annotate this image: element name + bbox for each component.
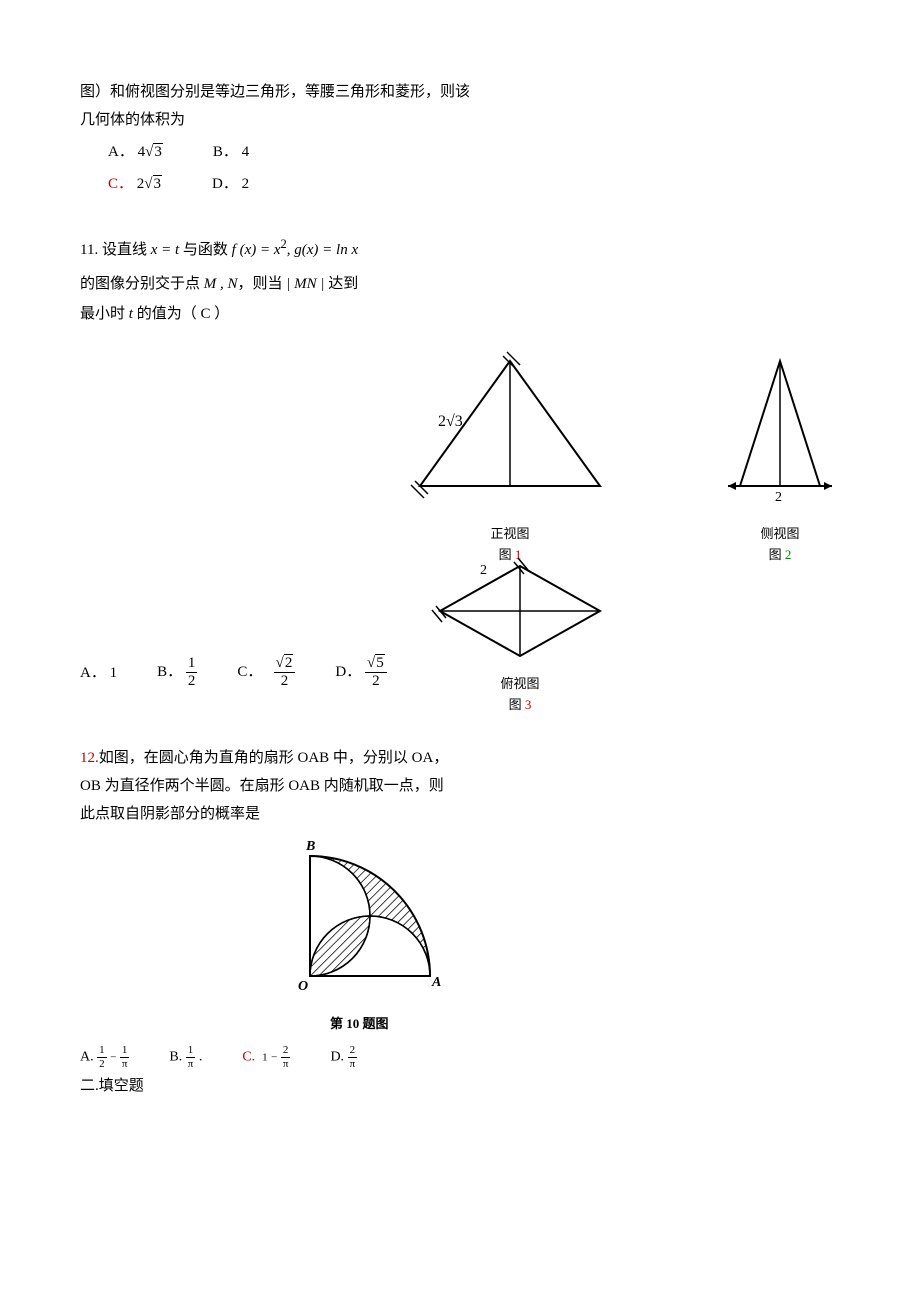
q10-line2: 几何体的体积为 [80, 108, 840, 132]
section2-title: 二.填空题 [80, 1074, 840, 1098]
q12-svg: B O A [280, 836, 460, 1006]
q12-stem2: OB 为直径作两个半圆。在扇形 OAB 内随机取一点，则 [80, 774, 840, 798]
fig2-num: 图 2 [720, 545, 840, 566]
q10-opt-a: A． 43 [108, 140, 163, 164]
svg-text:2: 2 [480, 563, 487, 578]
q11-stem2: 的图像分别交于点 M , N，则当 | MN | 达到 [80, 272, 840, 296]
fig3: 2 俯视图 图 3 [430, 556, 610, 716]
q11-stem3: 最小时 t 的值为（ C ） [80, 302, 840, 326]
q12-stem1: 12.如图，在圆心角为直角的扇形 OAB 中，分别以 OA， [80, 746, 840, 770]
q10-line1: 图）和俯视图分别是等边三角形，等腰三角形和菱形，则该 [80, 80, 840, 104]
fig3-label: 俯视图 [430, 674, 610, 695]
fig3-svg: 2 [430, 556, 610, 666]
q12-opt-a: A. 12 − 1π [80, 1045, 129, 1070]
q12-stem3: 此点取自阴影部分的概率是 [80, 802, 840, 826]
q11-opt-b: B． 12 [157, 656, 197, 689]
svg-text:2: 2 [775, 490, 782, 505]
fig-label-b: B [305, 839, 315, 854]
fig1-label: 正视图 [400, 524, 620, 545]
q11-block: 11. 设直线 x = t 与函数 f (x) = x2, g(x) = ln … [80, 234, 840, 706]
q12-opt-c: C. 1 − 2π [242, 1045, 290, 1070]
fig2: 2 侧视图 图 2 [720, 346, 840, 566]
q11-opt-a: A． 1 [80, 661, 117, 685]
q10-options-row2: C． 23 D． 2 [108, 172, 840, 196]
q12-opt-b: B. 1π . [169, 1045, 202, 1070]
fig1-svg: 2√3 [400, 346, 620, 516]
q12-figure: B O A 第 10 题图 [280, 836, 840, 1035]
fig1: 2√3 正视图 图 1 [400, 346, 620, 566]
svg-text:2√3: 2√3 [438, 413, 463, 430]
q11-opt-d: D． 52 [335, 656, 386, 689]
q11-figures: 2√3 正视图 图 1 2 侧视图 图 2 [80, 346, 840, 706]
fig-label-o: O [298, 979, 308, 994]
q10-opt-b: B． 4 [213, 140, 249, 164]
fig-label-a: A [431, 975, 441, 990]
q12-opt-d: D. 2π [330, 1045, 357, 1070]
fig2-svg: 2 [720, 346, 840, 516]
fig2-label: 侧视图 [720, 524, 840, 545]
q10-opt-c: C． 23 [108, 172, 162, 196]
q11-options: A． 1 B． 12 C． 22 D． 52 [80, 656, 387, 689]
q10-block: 图）和俯视图分别是等边三角形，等腰三角形和菱形，则该 几何体的体积为 A． 43… [80, 80, 840, 196]
q12-options: A. 12 − 1π B. 1π . C. 1 − 2π D. 2π [80, 1045, 840, 1070]
q11-stem1: 11. 设直线 x = t 与函数 f (x) = x2, g(x) = ln … [80, 234, 840, 262]
fig3-num: 图 3 [430, 695, 610, 716]
q12-caption: 第 10 题图 [330, 1014, 840, 1035]
q10-opt-d: D． 2 [212, 172, 249, 196]
q12-block: 12.如图，在圆心角为直角的扇形 OAB 中，分别以 OA， OB 为直径作两个… [80, 746, 840, 1098]
q10-options-row1: A． 43 B． 4 [108, 140, 840, 164]
q11-opt-c: C． 22 [237, 656, 295, 689]
